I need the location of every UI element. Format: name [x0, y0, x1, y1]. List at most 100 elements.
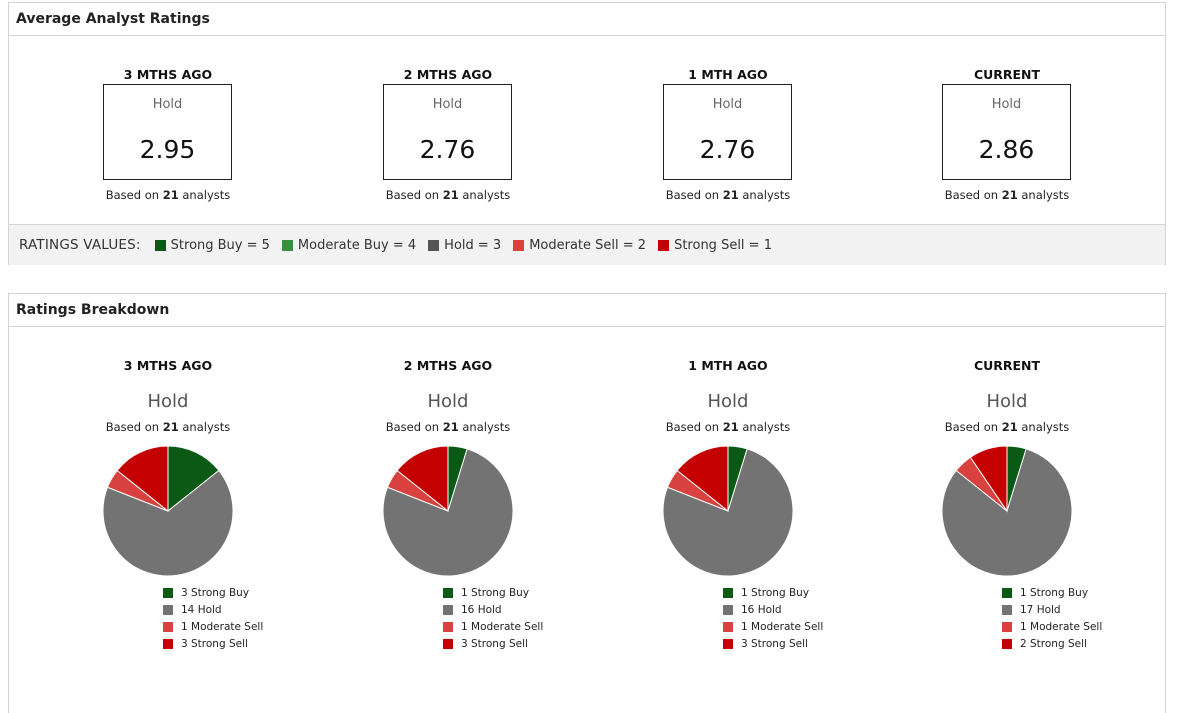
- pie-chart: [941, 445, 1073, 577]
- pie-legend-label: 3 Strong Buy: [181, 586, 250, 599]
- ratings-values-legend: RATINGS VALUES: Strong Buy = 5 Moderate …: [9, 224, 1165, 265]
- swatch-icon: [513, 239, 525, 251]
- ratings-values-title: RATINGS VALUES:: [19, 237, 141, 253]
- pie-legend-item: 17 Hold: [1002, 601, 1102, 618]
- breakdown-col-current: CURRENT Hold Based on 21 analysts 1 Strong …: [887, 358, 1127, 668]
- based-on-text: Based on 21 analysts: [385, 188, 511, 202]
- pie-chart: [382, 445, 514, 577]
- swatch-icon: [1002, 604, 1012, 615]
- average-col-1m: 1 MTH AGO Hold 2.76 Based on 21 analysts: [608, 67, 848, 207]
- rating-value: 2.86: [978, 135, 1035, 164]
- swatch-icon: [443, 587, 453, 598]
- based-on-text: Based on 21 analysts: [105, 420, 231, 434]
- legend-hold: Hold = 3: [428, 238, 501, 253]
- pie-legend-item: 1 Strong Buy: [443, 584, 543, 601]
- period-label: 2 MTHS AGO: [403, 67, 493, 82]
- rating-label: Hold: [152, 97, 183, 112]
- pie-legend-item: 3 Strong Sell: [443, 635, 543, 652]
- pie-legend-label: 3 Strong Sell: [181, 637, 248, 650]
- based-on-text: Based on 21 analysts: [105, 188, 231, 202]
- swatch-icon: [1002, 587, 1012, 598]
- pie-legend-label: 1 Strong Buy: [1020, 586, 1089, 599]
- pie-slice[interactable]: [941, 448, 1073, 577]
- pie-legend: 1 Strong Buy 17 Hold 1 Moderate Sell 2 Stro…: [1002, 584, 1102, 652]
- pie-legend-item: 16 Hold: [723, 601, 823, 618]
- pie-legend-label: 1 Moderate Sell: [461, 620, 544, 633]
- breakdown-col-2m: 2 MTHS AGO Hold Based on 21 analysts 1 Stro…: [328, 358, 568, 668]
- chart-subtitle: Hold: [707, 391, 749, 412]
- period-label: 1 MTH AGO: [688, 67, 768, 82]
- rating-box: Hold 2.95: [103, 84, 232, 180]
- average-col-3m: 3 MTHS AGO Hold 2.95 Based on 21 analyst…: [48, 67, 288, 207]
- legend-strong-buy: Strong Buy = 5: [154, 238, 270, 253]
- rating-label: Hold: [712, 97, 743, 112]
- rating-box: Hold 2.76: [663, 84, 792, 180]
- average-col-current: CURRENT Hold 2.86 Based on 21 analysts: [887, 67, 1127, 207]
- swatch-icon: [723, 587, 733, 598]
- chart-title: 2 MTHS AGO: [403, 358, 493, 373]
- ratings-breakdown-title: Ratings Breakdown: [9, 294, 1165, 327]
- pie-legend-label: 3 Strong Sell: [461, 637, 528, 650]
- swatch-icon: [1002, 638, 1012, 649]
- pie-chart: [102, 445, 234, 577]
- swatch-icon: [443, 621, 453, 632]
- swatch-icon: [163, 587, 173, 598]
- rating-value: 2.95: [139, 135, 196, 164]
- average-ratings-title: Average Analyst Ratings: [9, 3, 1165, 36]
- swatch-icon: [658, 239, 670, 251]
- pie-slice[interactable]: [382, 448, 514, 577]
- pie-legend-label: 2 Strong Sell: [1020, 637, 1087, 650]
- pie-slice[interactable]: [116, 445, 169, 513]
- chart-title: 3 MTHS AGO: [123, 358, 213, 373]
- chart-title: CURRENT: [973, 358, 1041, 373]
- chart-subtitle: Hold: [427, 391, 469, 412]
- swatch-icon: [163, 621, 173, 632]
- based-on-text: Based on 21 analysts: [385, 420, 511, 434]
- pie-legend-item: 16 Hold: [443, 601, 543, 618]
- pie-legend-label: 1 Strong Buy: [741, 586, 810, 599]
- pie-legend-item: 2 Strong Sell: [1002, 635, 1102, 652]
- rating-value: 2.76: [419, 135, 476, 164]
- pie-slice[interactable]: [167, 445, 220, 513]
- rating-box: Hold 2.86: [942, 84, 1071, 180]
- breakdown-col-1m: 1 MTH AGO Hold Based on 21 analysts 1 Stron…: [608, 358, 848, 668]
- based-on-text: Based on 21 analysts: [665, 188, 791, 202]
- legend-moderate-sell: Moderate Sell = 2: [513, 238, 646, 253]
- pie-slice[interactable]: [396, 445, 449, 513]
- pie-legend: 1 Strong Buy 16 Hold 1 Moderate Sell 3 Stro…: [443, 584, 543, 652]
- pie-legend-item: 1 Moderate Sell: [163, 618, 263, 635]
- period-label: 3 MTHS AGO: [123, 67, 213, 82]
- swatch-icon: [281, 239, 293, 251]
- pie-slice[interactable]: [676, 445, 729, 513]
- pie-chart: [662, 445, 794, 577]
- swatch-icon: [154, 239, 166, 251]
- pie-legend-label: 17 Hold: [1020, 603, 1061, 616]
- pie-legend: 1 Strong Buy 16 Hold 1 Moderate Sell 3 Stro…: [723, 584, 823, 652]
- based-on-text: Based on 21 analysts: [665, 420, 791, 434]
- pie-legend-item: 1 Strong Buy: [1002, 584, 1102, 601]
- chart-subtitle: Hold: [147, 391, 189, 412]
- swatch-icon: [723, 638, 733, 649]
- pie-legend-item: 1 Moderate Sell: [723, 618, 823, 635]
- pie-legend-label: 14 Hold: [181, 603, 222, 616]
- swatch-icon: [1002, 621, 1012, 632]
- pie-legend-label: 1 Moderate Sell: [1020, 620, 1103, 633]
- average-col-2m: 2 MTHS AGO Hold 2.76 Based on 21 analyst…: [328, 67, 568, 207]
- rating-box: Hold 2.76: [383, 84, 512, 180]
- chart-title: 1 MTH AGO: [688, 358, 768, 373]
- legend-strong-sell: Strong Sell = 1: [658, 238, 772, 253]
- pie-slice[interactable]: [662, 448, 794, 577]
- swatch-icon: [723, 621, 733, 632]
- pie-legend-label: 1 Strong Buy: [461, 586, 530, 599]
- pie-slice[interactable]: [102, 469, 234, 577]
- pie-legend-label: 16 Hold: [461, 603, 502, 616]
- pie-legend: 3 Strong Buy 14 Hold 1 Moderate Sell 3 Stro…: [163, 584, 263, 652]
- rating-label: Hold: [991, 97, 1022, 112]
- pie-slice[interactable]: [969, 445, 1008, 513]
- swatch-icon: [443, 638, 453, 649]
- based-on-text: Based on 21 analysts: [944, 188, 1070, 202]
- swatch-icon: [163, 604, 173, 615]
- pie-legend-label: 3 Strong Sell: [741, 637, 808, 650]
- pie-legend-label: 1 Moderate Sell: [741, 620, 824, 633]
- period-label: CURRENT: [973, 67, 1041, 82]
